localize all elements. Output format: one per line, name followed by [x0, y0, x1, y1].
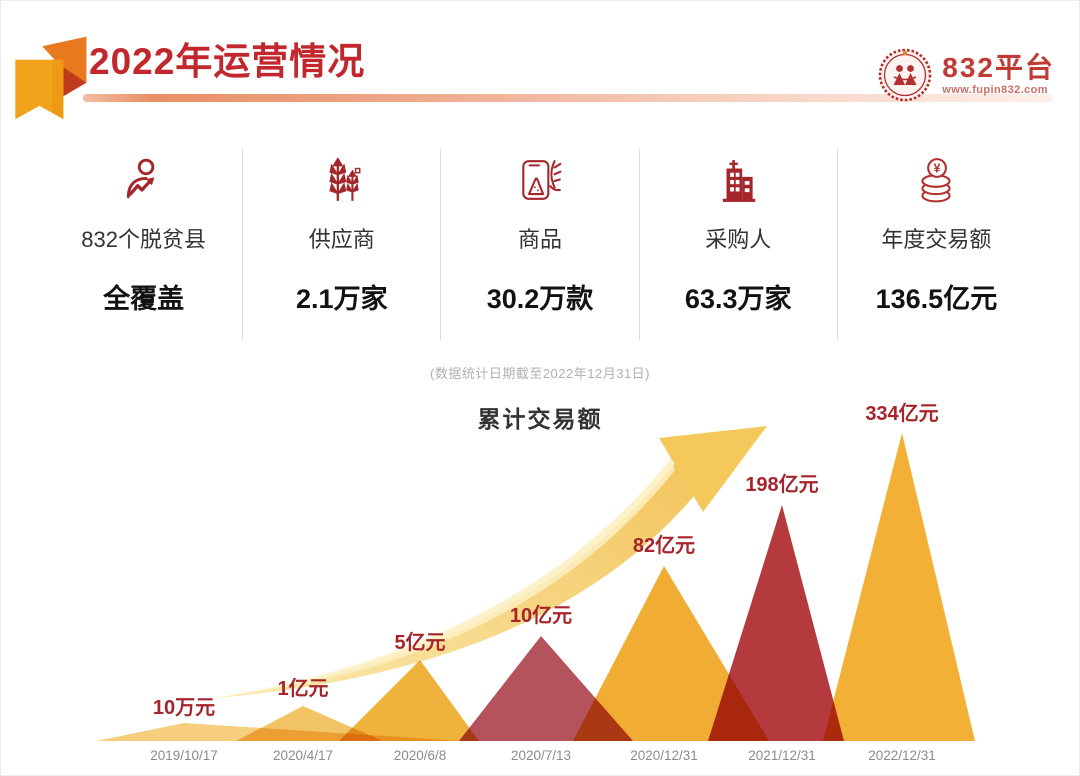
coins-yuan-icon: ¥ [838, 153, 1035, 207]
bookmark-cube-icon [15, 36, 87, 120]
peak-value-label: 198亿元 [745, 472, 818, 496]
peak-value-label: 5亿元 [394, 630, 445, 654]
stat-label: 832个脱贫县 [81, 227, 206, 252]
platform-logo: 832平台 www.fupin832.com [877, 47, 1055, 103]
stat-value: 30.2万款 [486, 284, 594, 314]
peak-value-label: 10亿元 [510, 603, 572, 627]
person-trend-icon [45, 153, 242, 207]
logo-name: 832平台 [942, 52, 1055, 84]
logo-text: 832平台 www.fupin832.com [942, 53, 1055, 97]
x-axis-label: 2020/7/13 [511, 748, 571, 763]
x-axis-label: 2020/6/8 [394, 748, 447, 763]
logo-url: www.fupin832.com [942, 84, 1048, 97]
data-cutoff-note: (数据统计日期截至2022年12月31日) [430, 366, 650, 381]
chart-peak [236, 706, 383, 741]
x-axis-label: 2021/12/31 [748, 748, 816, 763]
x-axis-label: 2022/12/31 [868, 748, 936, 763]
title-underline [83, 94, 1053, 102]
stat-label: 供应商 [308, 227, 375, 252]
trend-arrow [214, 426, 767, 698]
stat-value: 136.5亿元 [875, 284, 998, 314]
chart-title: 累计交易额 [477, 406, 603, 432]
peak-value-label: 10万元 [153, 697, 215, 719]
chart-peak [573, 566, 769, 741]
wheat-icon [243, 153, 440, 207]
stat-label: 采购人 [705, 227, 772, 252]
kpi-stats-row: 832个脱贫县 全覆盖 [45, 149, 1035, 340]
cumulative-chart: 累计交易额 10万元 1亿元 5亿元 10亿元 82亿元 198亿元 334亿元 2019/… [1, 398, 1079, 776]
product-bag-icon [441, 153, 638, 207]
x-axis-label: 2019/10/17 [150, 748, 218, 763]
chart-peak [708, 505, 844, 741]
building-icon [640, 153, 837, 207]
stat-value: 63.3万家 [684, 284, 792, 314]
stat-suppliers: 供应商 2.1万家 [243, 149, 442, 340]
stat-buyers: 采购人 63.3万家 [640, 149, 838, 340]
chart-peak [823, 433, 975, 741]
x-axis-label: 2020/4/17 [273, 748, 333, 763]
stat-annual-volume: ¥ 年度交易额 136.5亿元 [838, 149, 1035, 340]
stat-products: 商品 30.2万款 [441, 149, 640, 340]
chart-peak [339, 660, 479, 741]
peak-value-label: 82亿元 [633, 533, 695, 557]
page-title: 2022年运营情况 [89, 41, 366, 82]
stat-counties: 832个脱贫县 全覆盖 [45, 149, 244, 340]
stat-value: 2.1万家 [296, 284, 388, 314]
svg-text:¥: ¥ [934, 161, 941, 175]
header: 2022年运营情况 832平台 www.fupin832.com [1, 1, 1079, 120]
stat-value: 全覆盖 [103, 284, 185, 314]
x-axis-label: 2020/12/31 [630, 748, 698, 763]
stat-label: 商品 [518, 227, 563, 252]
peak-value-label: 334亿元 [865, 401, 938, 425]
stat-label: 年度交易额 [881, 227, 992, 252]
emblem-icon [878, 48, 932, 102]
peaks-chart-canvas: 10万元 1亿元 5亿元 10亿元 82亿元 198亿元 334亿元 2019/10/17 2… [96, 401, 975, 763]
peak-value-label: 1亿元 [277, 676, 328, 700]
